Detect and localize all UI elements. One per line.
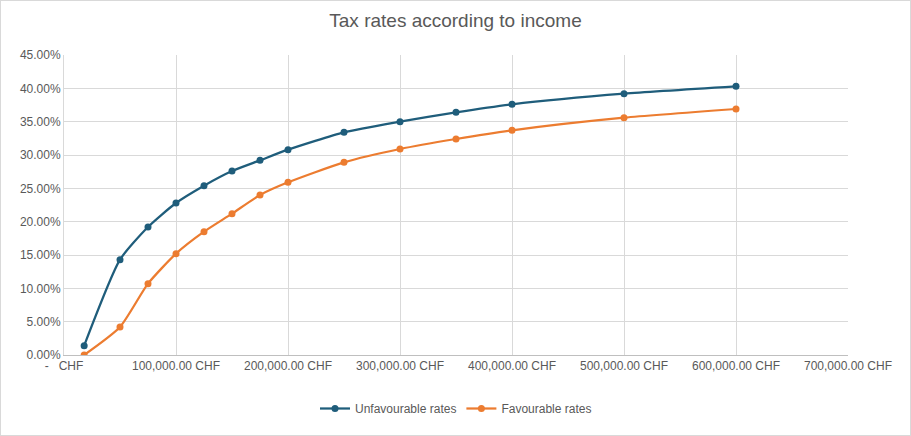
svg-text:500,000.00 CHF: 500,000.00 CHF (580, 359, 668, 373)
svg-text:20.00%: 20.00% (20, 215, 61, 229)
svg-text:30.00%: 30.00% (20, 148, 61, 162)
svg-text:35.00%: 35.00% (20, 115, 61, 129)
svg-text:Tax rates according to income: Tax rates according to income (329, 10, 581, 31)
svg-text:40.00%: 40.00% (20, 82, 61, 96)
svg-text:25.00%: 25.00% (20, 182, 61, 196)
svg-text:700,000.00 CHF: 700,000.00 CHF (804, 359, 892, 373)
svg-text:200,000.00 CHF: 200,000.00 CHF (244, 359, 332, 373)
svg-text:Favourable rates: Favourable rates (501, 402, 591, 416)
svg-text:45.00%: 45.00% (20, 48, 61, 62)
svg-text:400,000.00 CHF: 400,000.00 CHF (468, 359, 556, 373)
svg-text:- CHF: - CHF (45, 359, 84, 373)
svg-text:Unfavourable rates: Unfavourable rates (355, 402, 456, 416)
svg-text:300,000.00 CHF: 300,000.00 CHF (356, 359, 444, 373)
svg-text:5.00%: 5.00% (27, 315, 61, 329)
svg-text:600,000.00 CHF: 600,000.00 CHF (692, 359, 780, 373)
svg-text:15.00%: 15.00% (20, 248, 61, 262)
svg-text:10.00%: 10.00% (20, 282, 61, 296)
svg-text:0.00%: 0.00% (27, 348, 61, 362)
svg-text:100,000.00 CHF: 100,000.00 CHF (132, 359, 220, 373)
